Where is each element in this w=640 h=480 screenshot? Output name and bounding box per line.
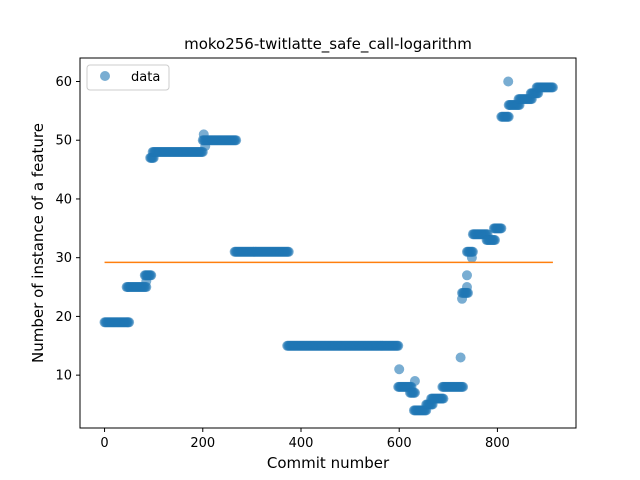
data-point [461,282,472,293]
data-point [393,340,404,351]
data-point [283,246,294,257]
data-point [461,270,472,281]
x-tick-label: 800 [485,436,510,451]
data-point [466,252,477,263]
x-tick-label: 600 [387,436,412,451]
chart-title: moko256-twitlatte_safe_call-logarithm [184,35,472,54]
data-point [503,111,514,122]
y-axis-title: Number of instance of a feature [29,123,47,363]
plot-marks [99,76,558,416]
data-point [198,129,209,140]
data-point [124,317,135,328]
data-point [489,235,500,246]
axis-ticks: 0 200 400 600 800 10 20 30 40 50 60 [55,75,509,451]
data-point [409,387,420,398]
y-tick-label: 30 [55,251,72,266]
data-point [409,376,420,387]
x-tick-label: 0 [100,436,108,451]
y-tick-label: 40 [55,192,72,207]
y-tick-label: 20 [55,310,72,325]
legend-marker-data [100,71,110,81]
y-tick-label: 50 [55,134,72,149]
plot-frame [79,57,577,429]
y-tick-label: 10 [55,369,72,384]
legend-label-data: data [131,70,160,85]
data-point [231,135,242,146]
legend-box [86,64,170,91]
y-tick-label: 60 [55,75,72,90]
data-point [458,381,469,392]
data-point [503,76,514,87]
data-point [200,141,211,152]
data-point [438,393,449,404]
data-point [547,82,558,93]
x-tick-label: 200 [190,436,215,451]
x-axis-title: Commit number [267,454,390,472]
data-point [455,352,466,363]
legend: data [86,64,170,91]
data-point [141,276,152,287]
data-point [394,364,405,375]
data-point [457,293,468,304]
x-tick-label: 400 [289,436,314,451]
data-point [496,223,507,234]
